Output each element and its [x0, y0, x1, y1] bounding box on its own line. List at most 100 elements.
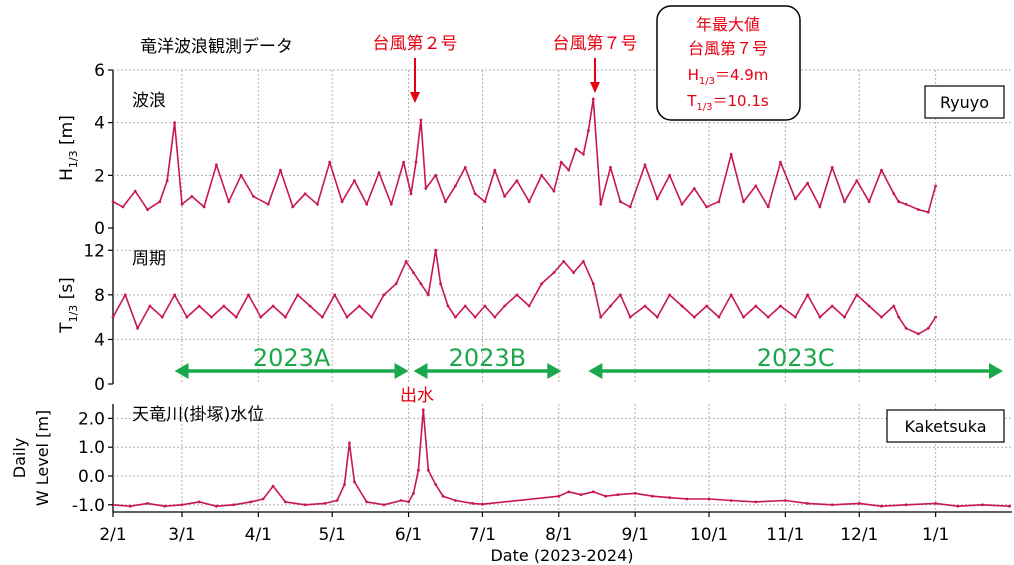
data-point-river_level: [323, 502, 327, 505]
data-point-wave_height: [754, 184, 758, 188]
data-point-wave_height: [190, 195, 194, 198]
data-point-river_level: [591, 490, 595, 494]
period-arrow-head-left: [174, 363, 189, 379]
data-point-wave_height: [609, 166, 612, 169]
data-point-river_level: [382, 503, 386, 507]
data-point-wave_height: [591, 97, 595, 101]
data-point-wave_period: [284, 315, 287, 319]
data-point-wave_period: [562, 260, 566, 263]
x-tick-label: 6/1: [395, 525, 422, 545]
y-tick-label: 4: [94, 330, 105, 350]
data-point-wave_height: [766, 205, 770, 209]
data-point-wave_period: [173, 293, 177, 297]
data-point-wave_height: [515, 179, 519, 183]
annual-max-callout: [656, 5, 801, 121]
data-point-wave_height: [599, 202, 603, 206]
data-point-wave_height: [655, 197, 659, 201]
data-point-wave_height: [165, 179, 169, 183]
data-point-wave_height: [493, 168, 497, 172]
data-point-wave_period: [446, 304, 450, 308]
data-point-wave_period: [259, 315, 263, 319]
series-line-wave_period: [112, 249, 937, 335]
data-point-river_level: [215, 504, 218, 508]
data-point-wave_period: [897, 315, 901, 319]
data-point-river_level: [421, 408, 425, 412]
series-line-river_level: [112, 408, 1010, 508]
data-point-wave_period: [572, 271, 575, 274]
grid-lines: [113, 69, 1012, 512]
data-point-wave_period: [754, 304, 758, 308]
period-label: 2023B: [449, 344, 527, 372]
data-point-wave_period: [818, 315, 822, 319]
data-point-wave_height: [444, 200, 447, 204]
data-point-wave_height: [340, 200, 344, 204]
data-point-wave_period: [843, 315, 846, 319]
x-axis-label: Date (2023-2024): [490, 546, 633, 565]
data-point-wave_period: [296, 293, 300, 297]
data-point-wave_height: [454, 184, 457, 188]
data-point-wave_height: [252, 195, 255, 198]
callout-line3: H1/3＝4.9m: [688, 66, 769, 87]
station-box-kaketsuka: [886, 409, 1005, 443]
data-point-wave_period: [680, 304, 684, 308]
data-point-wave_height: [926, 210, 930, 214]
period-arrow-head-left: [588, 363, 603, 379]
data-point-river_level: [651, 494, 654, 498]
data-point-wave_height: [582, 152, 585, 156]
data-point-wave_height: [855, 179, 859, 183]
data-point-river_level: [303, 503, 307, 507]
data-point-wave_height: [133, 189, 137, 193]
data-point-wave_height: [692, 187, 696, 190]
data-point-wave_height: [158, 200, 162, 204]
data-point-river_level: [128, 504, 132, 508]
data-point-wave_height: [316, 202, 319, 206]
data-point-wave_height: [303, 192, 307, 196]
flood-label: 出水: [400, 386, 434, 406]
data-point-wave_period: [345, 315, 349, 319]
data-point-wave_height: [643, 163, 647, 167]
data-point-river_level: [348, 441, 351, 445]
data-point-wave_height: [365, 202, 369, 206]
y-tick-label: 0: [94, 375, 105, 395]
data-point-river_level: [604, 494, 607, 498]
period-label: 2023C: [757, 344, 835, 372]
data-point-wave_period: [766, 315, 770, 319]
data-point-wave_height: [434, 173, 438, 177]
data-point-wave_period: [434, 248, 438, 252]
data-point-wave_height: [806, 181, 809, 185]
data-point-wave_height: [742, 200, 745, 204]
data-point-river_level: [454, 499, 457, 502]
data-point-wave_period: [247, 293, 250, 297]
data-point-river_level: [197, 500, 201, 504]
y-tick-label: 8: [94, 286, 105, 306]
data-point-river_level: [579, 493, 583, 497]
data-point-wave_period: [793, 315, 797, 319]
data-point-river_level: [857, 502, 861, 505]
period-arrow-head-right: [547, 363, 562, 379]
data-point-river_level: [934, 502, 937, 505]
data-point-wave_period: [692, 315, 696, 319]
data-point-wave_period: [926, 326, 930, 330]
data-point-wave_height: [574, 147, 578, 151]
axis-ticks: 0 2 4 6 0 4 8 12 -1.0 0.0 1.0 2.0 2/1 3/1 4/1 5/1 6/1 7/1…: [72, 61, 949, 545]
data-point-wave_period: [473, 315, 477, 319]
data-point-river_level: [180, 503, 184, 507]
y-tick-label: 0: [94, 219, 105, 239]
data-point-wave_height: [527, 200, 531, 204]
data-point-wave_height: [266, 202, 270, 206]
data-point-wave_period: [123, 293, 127, 297]
data-point-wave_height: [705, 205, 708, 209]
data-point-wave_height: [779, 160, 782, 164]
x-tick-label: 10/1: [690, 525, 728, 545]
data-point-river_level: [335, 499, 339, 502]
data-point-wave_height: [904, 202, 908, 206]
data-point-wave_period: [515, 293, 519, 297]
data-point-wave_period: [370, 315, 373, 319]
data-point-wave_period: [197, 304, 201, 308]
data-point-river_level: [616, 493, 620, 497]
data-point-river_level: [426, 468, 430, 472]
typhoon-7-label: 台風第７号: [553, 34, 638, 54]
data-point-wave_period: [210, 315, 213, 319]
data-point-river_level: [685, 497, 689, 501]
data-point-wave_period: [454, 315, 457, 319]
